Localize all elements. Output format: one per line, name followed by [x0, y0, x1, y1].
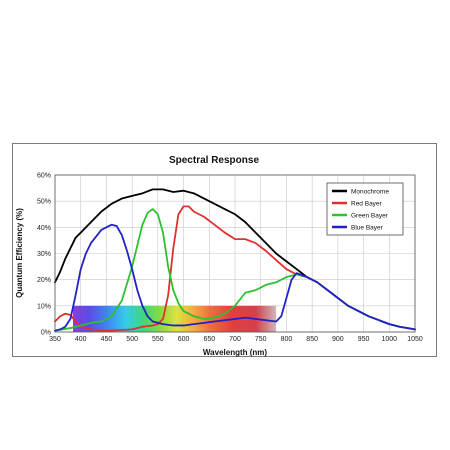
y-tick-label: 40%	[37, 225, 51, 232]
chart-title: Spectral Response	[169, 155, 259, 166]
x-tick-label: 900	[332, 336, 344, 343]
y-tick-label: 10%	[37, 303, 51, 310]
x-tick-label: 650	[203, 336, 215, 343]
x-tick-label: 700	[229, 336, 241, 343]
legend-label-red-bayer: Red Bayer	[351, 201, 383, 208]
visible-spectrum-band	[73, 305, 277, 332]
y-axis-label: Quantum Efficiency (%)	[15, 208, 24, 298]
x-tick-label: 450	[101, 336, 113, 343]
legend-label-green-bayer: Green Bayer	[351, 213, 389, 220]
y-tick-label: 60%	[37, 173, 51, 180]
x-tick-label: 600	[178, 336, 190, 343]
x-tick-label: 750	[255, 336, 267, 343]
y-tick-label: 20%	[37, 277, 51, 284]
plot-border	[54, 174, 416, 333]
x-tick-label: 1000	[381, 336, 397, 343]
x-tick-label: 550	[152, 336, 164, 343]
legend-label-blue-bayer: Blue Bayer	[351, 225, 384, 232]
x-tick-label: 1050	[407, 336, 423, 343]
y-tick-label: 30%	[37, 251, 51, 258]
x-tick-label: 800	[281, 336, 293, 343]
series-layer	[54, 188, 416, 332]
x-tick-label: 950	[358, 336, 370, 343]
x-tick-label: 350	[49, 336, 61, 343]
x-axis-label: Wavelength (nm)	[203, 348, 267, 357]
tick-labels: 350 400 450 500 550 600 650 700 750 800 850 900 950 1…	[37, 173, 423, 344]
legend-label-monochrome: Monochrome	[351, 189, 389, 196]
chart-frame: 350 400 450 500 550 600 650 700 750 800 850 900 950 1…	[12, 143, 437, 357]
y-tick-label: 0%	[41, 330, 51, 337]
x-tick-label: 400	[75, 336, 87, 343]
series-line-blue-bayer	[54, 223, 416, 332]
y-tick-label: 50%	[37, 199, 51, 206]
x-tick-label: 500	[126, 336, 138, 343]
spectral-response-chart: 350 400 450 500 550 600 650 700 750 800 850 900 950 1…	[15, 155, 423, 357]
legend: Monochrome Red Bayer Green Bayer Blue Ba…	[326, 182, 404, 236]
x-tick-label: 850	[306, 336, 318, 343]
